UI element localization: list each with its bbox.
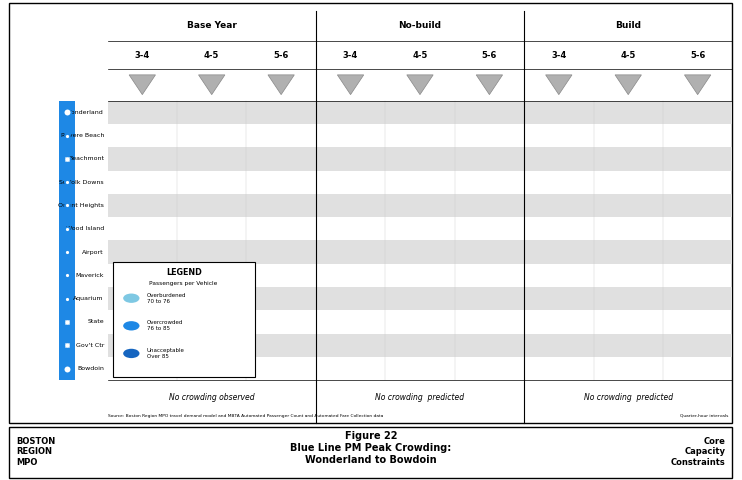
Text: Unacceptable
Over 85: Unacceptable Over 85 — [147, 348, 185, 359]
Polygon shape — [268, 75, 295, 95]
Text: Core
Capacity
Constraints: Core Capacity Constraints — [671, 437, 726, 467]
FancyBboxPatch shape — [9, 427, 732, 478]
Text: Beachmont: Beachmont — [68, 156, 104, 161]
Polygon shape — [338, 75, 364, 95]
Text: 4-5: 4-5 — [413, 50, 427, 60]
Text: Overcrowded
76 to 85: Overcrowded 76 to 85 — [147, 321, 183, 331]
Circle shape — [123, 321, 139, 331]
Text: Figure 22
Blue Line PM Peak Crowding:
Wonderland to Bowdoin: Figure 22 Blue Line PM Peak Crowding: Wo… — [290, 432, 452, 465]
Text: 3-4: 3-4 — [135, 50, 150, 60]
Text: Bowdoin: Bowdoin — [77, 366, 104, 371]
Bar — [108, 334, 732, 357]
Circle shape — [123, 349, 139, 358]
Text: Build: Build — [615, 22, 641, 30]
Polygon shape — [615, 75, 641, 95]
Text: Quarter-hour intervals: Quarter-hour intervals — [680, 414, 729, 418]
Text: Wonderland: Wonderland — [66, 110, 104, 115]
Text: State: State — [88, 320, 104, 324]
Bar — [108, 101, 732, 124]
Text: No crowding observed: No crowding observed — [169, 393, 255, 402]
Polygon shape — [129, 75, 156, 95]
Text: Overburdened
70 to 76: Overburdened 70 to 76 — [147, 293, 186, 304]
Polygon shape — [476, 75, 502, 95]
Text: Passengers per Vehicle: Passengers per Vehicle — [149, 281, 218, 286]
Polygon shape — [199, 75, 225, 95]
Text: 5-6: 5-6 — [482, 50, 497, 60]
Text: Wood Island: Wood Island — [65, 226, 104, 231]
Text: 5-6: 5-6 — [690, 50, 706, 60]
Text: 5-6: 5-6 — [274, 50, 289, 60]
Bar — [108, 194, 732, 217]
Text: No crowding  predicted: No crowding predicted — [375, 393, 464, 402]
Text: BOSTON
REGION
MPO: BOSTON REGION MPO — [16, 437, 56, 467]
Circle shape — [123, 294, 139, 303]
Text: LEGEND: LEGEND — [165, 268, 202, 277]
Text: 3-4: 3-4 — [551, 50, 566, 60]
Text: Source: Boston Region MPO travel demand model and MBTA Automated Passenger Count: Source: Boston Region MPO travel demand … — [108, 414, 383, 418]
Text: Maverick: Maverick — [76, 273, 104, 278]
Text: 3-4: 3-4 — [343, 50, 358, 60]
Text: Base Year: Base Year — [187, 22, 237, 30]
Text: Gov't Ctr: Gov't Ctr — [76, 343, 104, 348]
Text: 4-5: 4-5 — [620, 50, 636, 60]
Bar — [108, 287, 732, 310]
Bar — [59, 101, 75, 380]
Bar — [108, 240, 732, 264]
Text: No-build: No-build — [398, 22, 441, 30]
Text: No crowding  predicted: No crowding predicted — [584, 393, 673, 402]
Polygon shape — [407, 75, 433, 95]
FancyBboxPatch shape — [113, 262, 255, 377]
Bar — [108, 147, 732, 170]
Text: Airport: Airport — [82, 250, 104, 254]
Text: Aquarium: Aquarium — [73, 296, 104, 301]
Text: Orient Heights: Orient Heights — [58, 203, 104, 208]
Text: Suffolk Downs: Suffolk Downs — [59, 180, 104, 185]
Text: 4-5: 4-5 — [204, 50, 220, 60]
Polygon shape — [684, 75, 711, 95]
Text: Revere Beach: Revere Beach — [61, 133, 104, 138]
Polygon shape — [545, 75, 572, 95]
FancyBboxPatch shape — [9, 3, 732, 423]
